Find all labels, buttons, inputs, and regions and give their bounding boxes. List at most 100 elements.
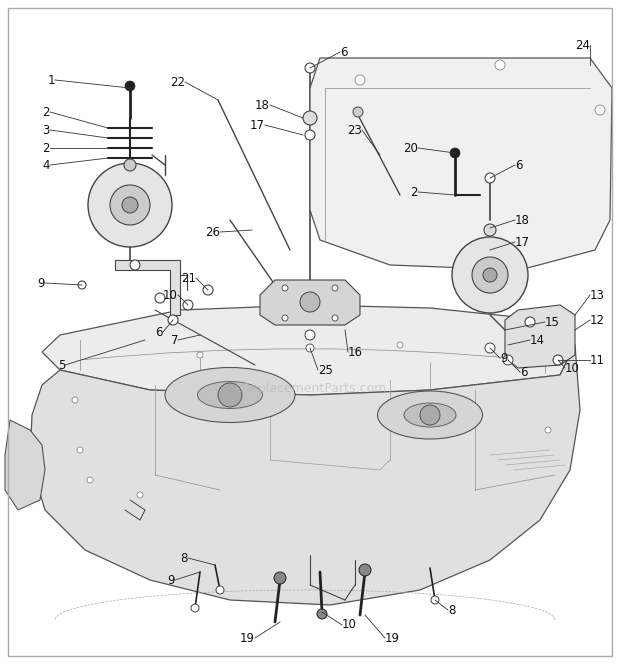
Circle shape xyxy=(274,572,286,584)
Text: 8: 8 xyxy=(180,552,188,564)
Circle shape xyxy=(472,257,508,293)
Circle shape xyxy=(137,492,143,498)
Text: 2: 2 xyxy=(43,141,50,155)
Polygon shape xyxy=(115,260,180,315)
Ellipse shape xyxy=(198,382,262,408)
Circle shape xyxy=(355,75,365,85)
Circle shape xyxy=(168,315,178,325)
Text: 6: 6 xyxy=(515,159,523,171)
Circle shape xyxy=(452,237,528,313)
Circle shape xyxy=(306,344,314,352)
Text: 19: 19 xyxy=(385,631,400,645)
Text: 19: 19 xyxy=(240,631,255,645)
Polygon shape xyxy=(5,420,45,510)
Text: 4: 4 xyxy=(43,159,50,171)
Circle shape xyxy=(110,185,150,225)
Text: 22: 22 xyxy=(170,76,185,88)
Circle shape xyxy=(216,586,224,594)
Circle shape xyxy=(353,107,363,117)
Circle shape xyxy=(305,330,315,340)
Circle shape xyxy=(332,315,338,321)
Circle shape xyxy=(282,285,288,291)
Text: 5: 5 xyxy=(58,359,65,371)
Polygon shape xyxy=(260,280,360,325)
Circle shape xyxy=(332,285,338,291)
Text: 7: 7 xyxy=(170,333,178,347)
Circle shape xyxy=(77,447,83,453)
Circle shape xyxy=(305,130,315,140)
Text: 3: 3 xyxy=(43,124,50,137)
Text: 10: 10 xyxy=(163,288,178,301)
Text: 16: 16 xyxy=(348,345,363,359)
Text: 14: 14 xyxy=(530,333,545,347)
Circle shape xyxy=(155,293,165,303)
Circle shape xyxy=(130,260,140,270)
Circle shape xyxy=(503,355,513,365)
Text: 26: 26 xyxy=(205,226,220,238)
Circle shape xyxy=(203,285,213,295)
Text: 13: 13 xyxy=(590,288,605,301)
Text: 15: 15 xyxy=(545,315,560,329)
Text: 18: 18 xyxy=(515,214,530,226)
Text: 25: 25 xyxy=(318,363,333,376)
Ellipse shape xyxy=(404,403,456,427)
Text: 10: 10 xyxy=(342,618,357,631)
Circle shape xyxy=(303,111,317,125)
Circle shape xyxy=(525,317,535,327)
Polygon shape xyxy=(30,345,580,605)
Text: 6: 6 xyxy=(340,46,347,58)
Text: 9: 9 xyxy=(37,276,45,290)
Text: 17: 17 xyxy=(515,236,530,248)
Ellipse shape xyxy=(378,391,482,439)
Circle shape xyxy=(484,224,496,236)
Circle shape xyxy=(300,292,320,312)
Circle shape xyxy=(431,596,439,604)
Circle shape xyxy=(87,477,93,483)
Circle shape xyxy=(485,173,495,183)
Text: 10: 10 xyxy=(565,361,580,374)
Polygon shape xyxy=(42,305,575,395)
Text: 9: 9 xyxy=(167,574,175,586)
Text: 24: 24 xyxy=(575,39,590,52)
Text: 21: 21 xyxy=(181,272,196,284)
Polygon shape xyxy=(505,305,575,368)
Circle shape xyxy=(183,300,193,310)
Circle shape xyxy=(191,604,199,612)
Circle shape xyxy=(595,105,605,115)
Text: 9: 9 xyxy=(500,351,508,365)
Circle shape xyxy=(553,355,563,365)
Circle shape xyxy=(305,63,315,73)
Circle shape xyxy=(78,281,86,289)
Circle shape xyxy=(125,81,135,91)
Text: 11: 11 xyxy=(590,353,605,367)
Circle shape xyxy=(124,159,136,171)
Polygon shape xyxy=(310,58,612,270)
Text: 20: 20 xyxy=(403,141,418,155)
Text: 17: 17 xyxy=(250,118,265,131)
Ellipse shape xyxy=(165,367,295,422)
Text: 2: 2 xyxy=(410,185,418,199)
Circle shape xyxy=(282,315,288,321)
Text: 2: 2 xyxy=(43,106,50,118)
Circle shape xyxy=(359,564,371,576)
Circle shape xyxy=(122,197,138,213)
Circle shape xyxy=(317,609,327,619)
Circle shape xyxy=(495,60,505,70)
Circle shape xyxy=(72,397,78,403)
Text: eReplacementParts.com: eReplacementParts.com xyxy=(234,382,386,394)
Text: 23: 23 xyxy=(347,124,362,137)
Text: 12: 12 xyxy=(590,313,605,327)
Circle shape xyxy=(485,343,495,353)
Circle shape xyxy=(545,427,551,433)
Circle shape xyxy=(197,352,203,358)
Circle shape xyxy=(88,163,172,247)
Text: 6: 6 xyxy=(520,365,528,378)
Text: 8: 8 xyxy=(448,604,455,616)
Circle shape xyxy=(420,405,440,425)
Circle shape xyxy=(397,342,403,348)
Circle shape xyxy=(450,148,460,158)
Text: 1: 1 xyxy=(48,74,55,86)
Circle shape xyxy=(218,383,242,407)
Circle shape xyxy=(552,357,558,363)
Circle shape xyxy=(483,268,497,282)
